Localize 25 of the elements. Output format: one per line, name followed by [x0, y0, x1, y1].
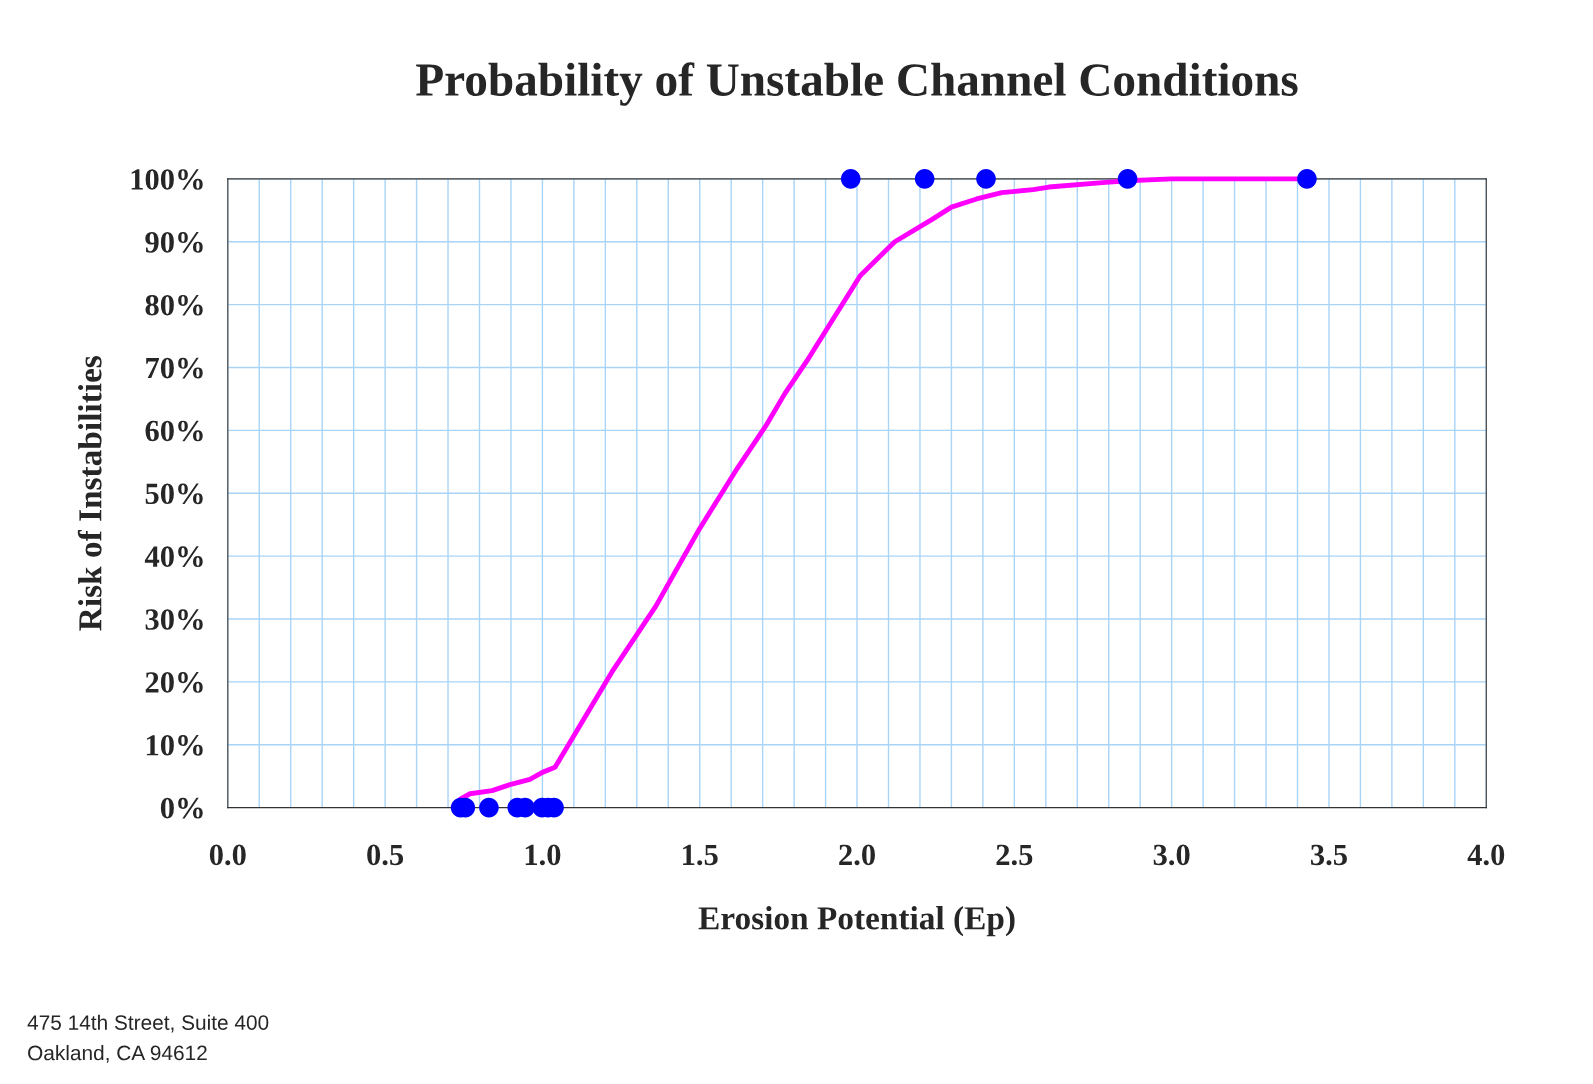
x-tick-label: 1.0: [525, 844, 561, 866]
x-axis-title: Erosion Potential (Ep): [698, 906, 1015, 937]
y-tick-label: 100%: [131, 169, 203, 190]
x-tick-label: 2.5: [996, 844, 1033, 866]
x-tick-label: 4.0: [1467, 844, 1505, 866]
x-tick-label: 2.0: [839, 844, 875, 866]
y-tick-label: 70%: [146, 357, 203, 379]
y-axis-title: Risk of Instabilities: [77, 356, 102, 631]
y-tick-label: 20%: [145, 672, 203, 693]
x-tick-label: 0.0: [209, 844, 246, 866]
text: Oakland, CA 94612: [28, 1045, 207, 1063]
text: 475 14th Street, Suite 400: [27, 1014, 269, 1033]
y-tick-label: 90%: [145, 232, 203, 253]
y-tick-label: 0%: [160, 797, 203, 819]
x-tick-label: 3.5: [1311, 844, 1347, 866]
chart-title: Probability of Unstable Channel Conditions: [416, 62, 1298, 106]
y-tick-label: 40%: [144, 546, 203, 568]
y-tick-label: 60%: [145, 420, 203, 442]
x-tick-label: 0.5: [367, 844, 404, 866]
y-tick-label: 10%: [146, 734, 203, 756]
x-tick-label: 3.0: [1153, 844, 1190, 866]
y-tick-label: 30%: [145, 609, 203, 630]
y-tick-label: 50%: [145, 483, 203, 505]
y-tick-label: 80%: [145, 294, 203, 316]
x-tick-label: 1.5: [683, 844, 718, 866]
